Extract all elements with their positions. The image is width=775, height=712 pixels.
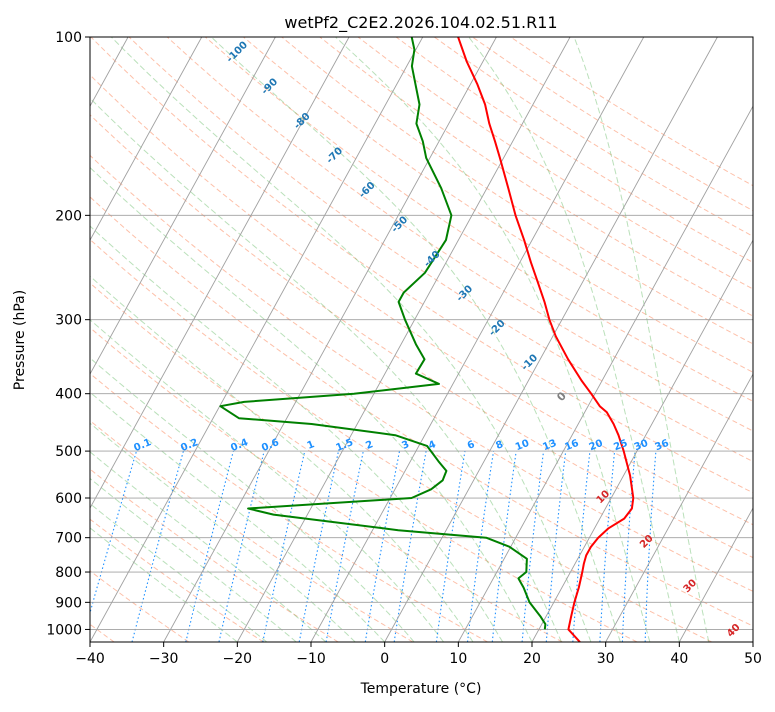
x-tick-label: 40 — [670, 651, 688, 667]
y-tick-label: 100 — [55, 30, 82, 46]
chart-title: wetPf2_C2E2.2026.104.02.51.R11 — [284, 13, 557, 33]
x-tick-label: 10 — [449, 651, 467, 667]
x-axis-label: Temperature (°C) — [360, 681, 482, 697]
x-tick-label: −20 — [223, 651, 253, 667]
y-tick-label: 500 — [55, 444, 82, 460]
x-tick-label: −10 — [296, 651, 326, 667]
x-tick-label: −40 — [75, 651, 105, 667]
y-tick-label: 1000 — [46, 622, 82, 638]
y-tick-label: 200 — [55, 208, 82, 224]
y-tick-label: 300 — [55, 313, 82, 329]
y-tick-label: 600 — [55, 491, 82, 507]
x-tick-label: 30 — [597, 651, 615, 667]
x-tick-label: −30 — [149, 651, 179, 667]
y-tick-label: 900 — [55, 595, 82, 611]
y-tick-label: 700 — [55, 531, 82, 547]
y-tick-label: 800 — [55, 565, 82, 581]
x-tick-label: 20 — [523, 651, 541, 667]
x-tick-label: 0 — [380, 651, 389, 667]
y-tick-label: 400 — [55, 387, 82, 403]
y-axis-label: Pressure (hPa) — [12, 290, 28, 390]
x-tick-label: 50 — [744, 651, 762, 667]
